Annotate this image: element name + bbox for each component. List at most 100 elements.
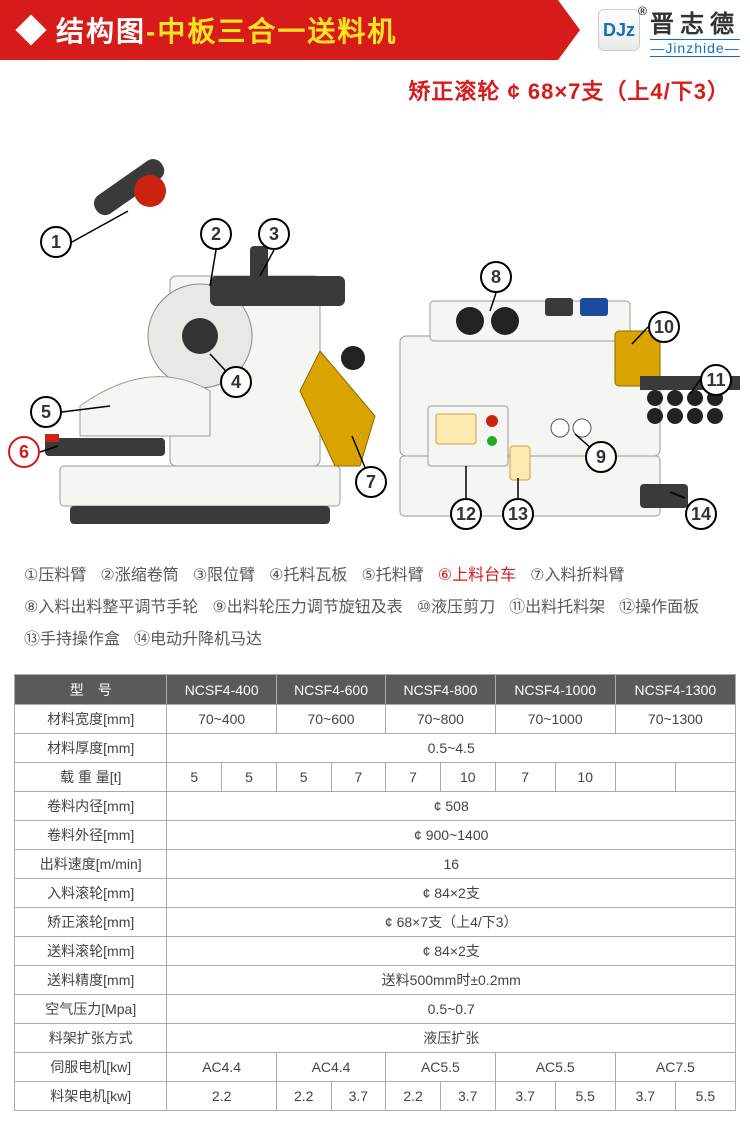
- cell: 液压扩张: [167, 1024, 736, 1053]
- row-label: 卷料外径[mm]: [15, 821, 167, 850]
- row-label: 料架扩张方式: [15, 1024, 167, 1053]
- cell: 5: [276, 763, 331, 792]
- cell: 3.7: [440, 1082, 495, 1111]
- spec-line: 矫正滚轮 ¢ 68×7支（上4/下3）: [0, 60, 750, 106]
- legend: ①压料臂 ②涨缩卷筒 ③限位臂 ④托料瓦板 ⑤托料臂 ⑥上料台车 ⑦入料折料臂 ⑧入料出料整平…: [0, 546, 750, 666]
- row-label: 矫正滚轮[mm]: [15, 908, 167, 937]
- legend-item: ⑦入料折料臂: [530, 567, 624, 584]
- title-yellow: 中板三合一送料机: [157, 16, 397, 47]
- cell: 3.7: [331, 1082, 386, 1111]
- cell: 0.5~0.7: [167, 995, 736, 1024]
- cell: 送料500mm时±0.2mm: [167, 966, 736, 995]
- callout-2: 2: [200, 218, 232, 250]
- cell: 70~600: [276, 705, 385, 734]
- row-label: 出料速度[m/min]: [15, 850, 167, 879]
- cell: AC5.5: [495, 1053, 615, 1082]
- cell: 7: [495, 763, 555, 792]
- cell: 10: [440, 763, 495, 792]
- cell: 70~1300: [615, 705, 735, 734]
- cell: 7: [386, 763, 441, 792]
- cell: 10: [555, 763, 615, 792]
- callout-10: 10: [648, 311, 680, 343]
- callout-6: 6: [8, 436, 40, 468]
- legend-item: ③限位臂: [193, 567, 255, 584]
- legend-item: ⑥上料台车: [438, 567, 516, 584]
- row-label: 材料宽度[mm]: [15, 705, 167, 734]
- banner-title: 结构图-中板三合一送料机: [56, 10, 397, 50]
- cell: 2.2: [276, 1082, 331, 1111]
- th-model: NCSF4-800: [386, 675, 495, 705]
- spec-table: 型 号NCSF4-400NCSF4-600NCSF4-800NCSF4-1000…: [14, 674, 736, 1111]
- legend-item: ①压料臂: [24, 567, 86, 584]
- callout-7: 7: [355, 466, 387, 498]
- cell: ¢ 68×7支（上4/下3）: [167, 908, 736, 937]
- brand-logo-icon: DJz: [598, 9, 640, 51]
- cell: ¢ 84×2支: [167, 937, 736, 966]
- title-white: 结构图: [56, 16, 146, 47]
- cell: 16: [167, 850, 736, 879]
- cell: 2.2: [386, 1082, 441, 1111]
- row-label: 送料滚轮[mm]: [15, 937, 167, 966]
- cell: AC4.4: [167, 1053, 276, 1082]
- callout-4: 4: [220, 366, 252, 398]
- callout-8: 8: [480, 261, 512, 293]
- callout-11: 11: [700, 364, 732, 396]
- cell: 5: [167, 763, 222, 792]
- legend-item: ④托料瓦板: [269, 567, 347, 584]
- legend-item: ⑫操作面板: [619, 599, 699, 616]
- callout-14: 14: [685, 498, 717, 530]
- cell: 5.5: [555, 1082, 615, 1111]
- cell: AC4.4: [276, 1053, 385, 1082]
- brand-area: DJz 晋志德 —Jinzhide—: [558, 4, 750, 57]
- th-model: NCSF4-600: [276, 675, 385, 705]
- callout-13: 13: [502, 498, 534, 530]
- legend-item: ⑨出料轮压力调节旋钮及表: [212, 599, 402, 616]
- structure-diagram: 1234567891011121314: [0, 106, 750, 546]
- cell: ¢ 508: [167, 792, 736, 821]
- row-label: 入料滚轮[mm]: [15, 879, 167, 908]
- cell: 5: [222, 763, 277, 792]
- row-label: 材料厚度[mm]: [15, 734, 167, 763]
- th-model: NCSF4-400: [167, 675, 276, 705]
- title-sep: -: [146, 16, 157, 47]
- cell: ¢ 900~1400: [167, 821, 736, 850]
- row-label: 料架电机[kw]: [15, 1082, 167, 1111]
- legend-item: ⑤托料臂: [361, 567, 423, 584]
- cell: 0.5~4.5: [167, 734, 736, 763]
- cell: 70~1000: [495, 705, 615, 734]
- cell: 5.5: [675, 1082, 735, 1111]
- legend-item: ⑪出料托料架: [509, 599, 605, 616]
- legend-item: ⑧入料出料整平调节手轮: [24, 599, 198, 616]
- cell: ¢ 84×2支: [167, 879, 736, 908]
- th-model: 型 号: [15, 675, 167, 705]
- cell: 70~800: [386, 705, 495, 734]
- legend-item: ②涨缩卷筒: [100, 567, 178, 584]
- th-model: NCSF4-1000: [495, 675, 615, 705]
- banner-title-area: 结构图-中板三合一送料机: [0, 0, 558, 60]
- row-label: 空气压力[Mpa]: [15, 995, 167, 1024]
- callout-5: 5: [30, 396, 62, 428]
- cell: 2.2: [167, 1082, 276, 1111]
- cell: 3.7: [495, 1082, 555, 1111]
- legend-item: ⑬手持操作盒: [24, 631, 120, 648]
- cell: 7: [331, 763, 386, 792]
- header-banner: 结构图-中板三合一送料机 DJz 晋志德 —Jinzhide—: [0, 0, 750, 60]
- cell: AC5.5: [386, 1053, 495, 1082]
- row-label: 载 重 量[t]: [15, 763, 167, 792]
- cell: AC7.5: [615, 1053, 735, 1082]
- callout-3: 3: [258, 218, 290, 250]
- cell: [615, 763, 675, 792]
- callout-9: 9: [585, 441, 617, 473]
- row-label: 卷料内径[mm]: [15, 792, 167, 821]
- brand-cn: 晋志德: [650, 4, 740, 39]
- brand-en: —Jinzhide—: [650, 39, 740, 57]
- th-model: NCSF4-1300: [615, 675, 735, 705]
- callout-1: 1: [40, 226, 72, 258]
- row-label: 送料精度[mm]: [15, 966, 167, 995]
- diamond-icon: [15, 14, 46, 45]
- cell: 3.7: [615, 1082, 675, 1111]
- row-label: 伺服电机[kw]: [15, 1053, 167, 1082]
- legend-item: ⑭电动升降机马达: [134, 631, 262, 648]
- callout-12: 12: [450, 498, 482, 530]
- cell: 70~400: [167, 705, 276, 734]
